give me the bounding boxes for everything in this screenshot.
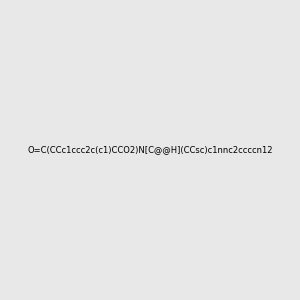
Text: O=C(CCc1ccc2c(c1)CCO2)N[C@@H](CCsc)c1nnc2ccccn12: O=C(CCc1ccc2c(c1)CCO2)N[C@@H](CCsc)c1nnc… bbox=[27, 146, 273, 154]
